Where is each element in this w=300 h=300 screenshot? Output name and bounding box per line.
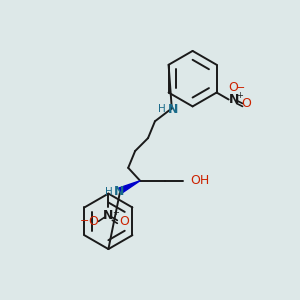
Text: H: H: [158, 104, 166, 114]
Text: N: N: [114, 185, 124, 198]
Text: N: N: [103, 209, 114, 222]
Text: +: +: [112, 208, 119, 217]
Text: N: N: [228, 93, 239, 106]
Text: O: O: [242, 97, 251, 110]
Text: H: H: [104, 187, 112, 196]
Text: +: +: [236, 91, 243, 100]
Text: O: O: [229, 81, 238, 94]
Text: O: O: [119, 215, 129, 228]
Text: OH: OH: [190, 174, 210, 187]
Text: −: −: [80, 216, 89, 226]
Text: N: N: [168, 103, 178, 116]
Text: −: −: [236, 82, 245, 93]
Text: O: O: [88, 215, 98, 228]
Polygon shape: [119, 181, 140, 193]
